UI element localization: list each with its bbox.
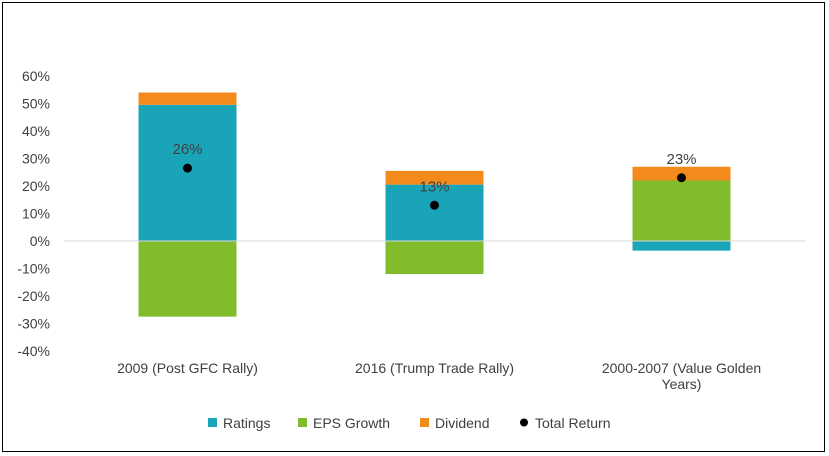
- legend-label: EPS Growth: [313, 415, 390, 431]
- y-tick-label: -30%: [17, 316, 50, 332]
- bar-ratings: [138, 104, 237, 241]
- y-axis-ticks: 60% 50% 40% 30% 20% 10% 0% -10% -20% -30% -40%: [17, 68, 50, 359]
- y-tick-label: 0%: [30, 233, 50, 249]
- x-category-label: 2000-2007 (Value Golden: [602, 360, 761, 376]
- y-tick-label: -40%: [17, 343, 50, 359]
- legend-swatch-dividend: [420, 418, 429, 427]
- x-axis-categories: 2009 (Post GFC Rally) 2016 (Trump Trade R…: [117, 360, 761, 392]
- y-tick-label: 30%: [22, 151, 50, 167]
- bar-eps-growth: [138, 241, 237, 317]
- legend: Ratings EPS Growth Dividend Total Return: [208, 415, 610, 431]
- total-return-label: 26%: [172, 141, 202, 158]
- total-return-points: 26% 13% 23%: [172, 141, 697, 210]
- legend-label: Ratings: [223, 415, 270, 431]
- total-return-label: 13%: [419, 178, 449, 195]
- total-return-label: 23%: [666, 151, 696, 168]
- bar-eps-growth: [385, 241, 484, 274]
- y-tick-label: 60%: [22, 68, 50, 84]
- bars: [138, 92, 731, 317]
- y-tick-label: 50%: [22, 96, 50, 112]
- total-return-point: [430, 200, 439, 210]
- legend-label: Total Return: [535, 415, 610, 431]
- legend-label: Dividend: [435, 415, 489, 431]
- y-tick-label: -10%: [17, 261, 50, 277]
- total-return-point: [183, 163, 192, 173]
- y-tick-label: -20%: [17, 288, 50, 304]
- bar-eps-growth: [632, 180, 731, 241]
- bar-ratings: [385, 184, 484, 241]
- bar-dividend: [385, 170, 484, 185]
- bar-dividend: [138, 92, 237, 105]
- legend-swatch-ratings: [208, 418, 217, 427]
- y-tick-label: 40%: [22, 123, 50, 139]
- legend-swatch-eps-growth: [298, 418, 307, 427]
- bar-ratings: [632, 241, 731, 251]
- legend-swatch-total-return: [520, 418, 528, 427]
- y-tick-label: 20%: [22, 178, 50, 194]
- x-category-label: 2016 (Trump Trade Rally): [355, 360, 514, 376]
- x-category-label: Years): [662, 376, 702, 392]
- y-tick-label: 10%: [22, 206, 50, 222]
- x-category-label: 2009 (Post GFC Rally): [117, 360, 258, 376]
- total-return-point: [677, 173, 686, 183]
